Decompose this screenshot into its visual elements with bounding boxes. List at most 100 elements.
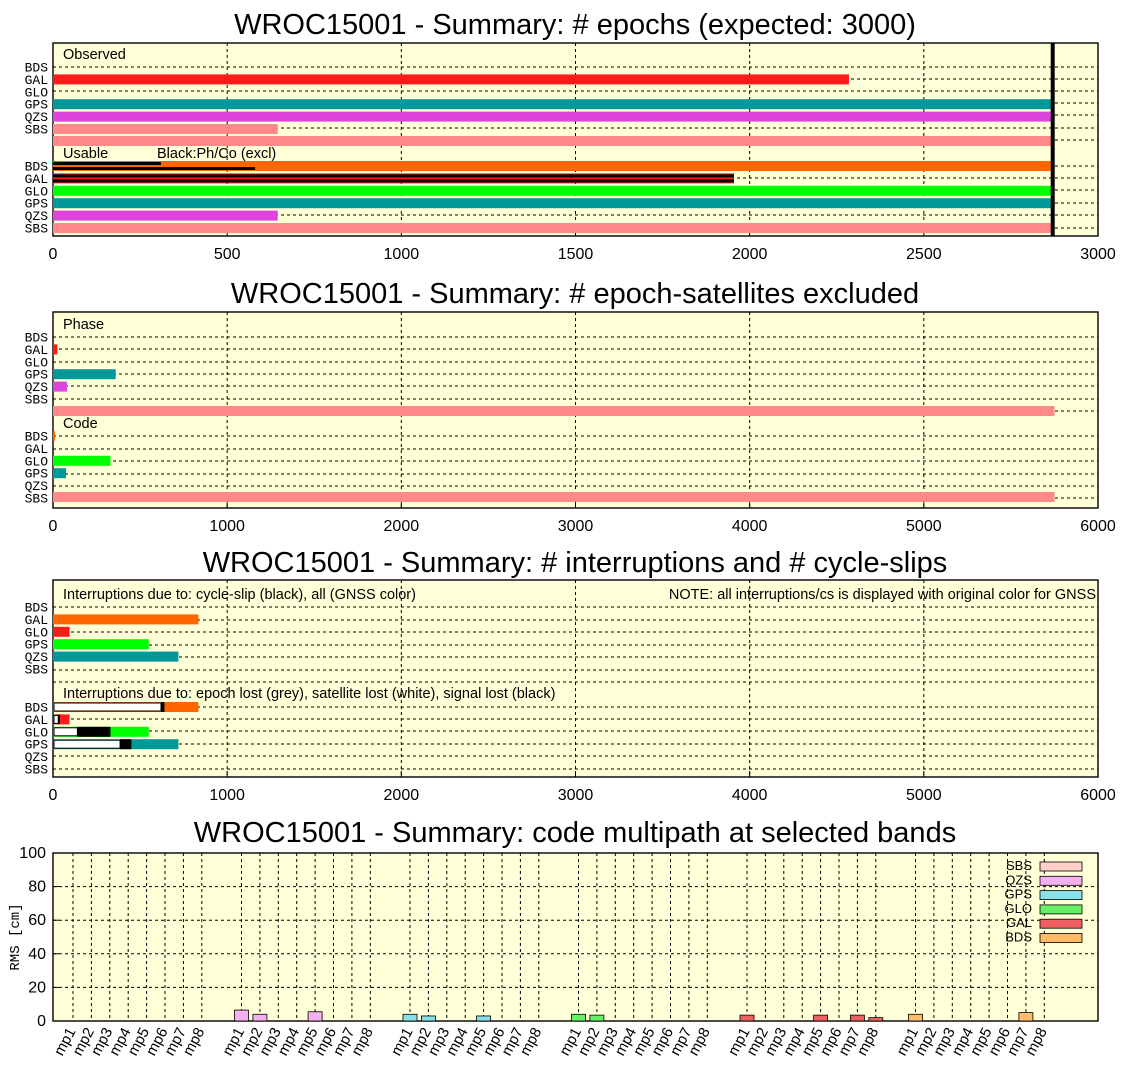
interruptions-panel: WROC15001 - Summary: # interruptions and… bbox=[25, 547, 1116, 804]
category-label-bds: BDS bbox=[25, 701, 49, 716]
multipath-bar-gps-mp2 bbox=[420, 1015, 436, 1022]
epochs-panel: WROC15001 - Summary: # epochs (expected:… bbox=[25, 9, 1116, 263]
epochs-x-ticks: 0 500 1000 1500 2000 2500 3000 bbox=[49, 246, 1116, 263]
multipath-bar-glo-mp2 bbox=[589, 1014, 605, 1022]
interruptions-bars bbox=[53, 614, 199, 750]
legend-label-glo: GLO bbox=[1005, 901, 1032, 916]
phase-excluded-bar-gal bbox=[53, 344, 58, 355]
satellite-lost-bar-bds bbox=[53, 702, 162, 712]
category-label-bds: BDS bbox=[25, 61, 49, 76]
legend-label-gps: GPS bbox=[1005, 887, 1033, 902]
multipath-bar-qzs-mp2 bbox=[252, 1013, 268, 1022]
epochs-title: WROC15001 - Summary: # epochs (expected:… bbox=[234, 9, 916, 41]
epochs-bars bbox=[53, 43, 1055, 236]
legend-swatch-bds bbox=[1039, 933, 1083, 943]
excluded-x-ticks: 0 1000 2000 3000 4000 5000 6000 bbox=[49, 518, 1116, 535]
x-tick-label: 5000 bbox=[906, 787, 942, 804]
legend-swatch-glo bbox=[1039, 904, 1083, 915]
multipath-bar-gal-mp8 bbox=[868, 1017, 884, 1022]
signal-lost-bar-gps bbox=[120, 739, 132, 750]
category-label-glo: GLO bbox=[25, 454, 49, 469]
excluded-title: WROC15001 - Summary: # epoch-satellites … bbox=[231, 278, 919, 310]
multipath-bar-gal-mp5 bbox=[813, 1014, 828, 1022]
y-tick-label: 20 bbox=[28, 979, 46, 996]
observed-bar-qzs bbox=[53, 111, 1053, 122]
category-label-sbs: SBS bbox=[25, 492, 49, 507]
x-tick-label: 4000 bbox=[732, 787, 768, 804]
code-group-label: Code bbox=[63, 416, 98, 432]
category-label-qzs: QZS bbox=[25, 380, 49, 395]
legend-label-gal: GAL bbox=[1006, 915, 1032, 930]
code-excluded-bar-sbs bbox=[53, 492, 1055, 502]
category-label-qzs: QZS bbox=[25, 650, 49, 665]
cycle-slip-bar-glo bbox=[53, 626, 70, 637]
x-tick-label: 4000 bbox=[732, 518, 768, 535]
category-label-qzs: QZS bbox=[25, 209, 49, 224]
category-label-gal: GAL bbox=[25, 713, 48, 728]
x-tick-label: 3000 bbox=[1080, 246, 1116, 263]
legend-swatch-gps bbox=[1039, 890, 1083, 900]
usable-bar-sbs bbox=[53, 223, 1053, 233]
category-label-qzs: QZS bbox=[25, 110, 49, 125]
multipath-bar-gps-mp1 bbox=[402, 1013, 418, 1022]
multipath-grid bbox=[53, 852, 1098, 1022]
usable-bar-glo bbox=[53, 185, 1053, 196]
cycle-slip-bar-gal bbox=[53, 614, 199, 625]
code-excluded-bar-gps bbox=[53, 468, 67, 479]
usable-note: Black:Ph/Co (excl) bbox=[157, 146, 276, 162]
multipath-bar-bds-mp7 bbox=[1018, 1012, 1034, 1022]
y-tick-label: 60 bbox=[28, 912, 46, 929]
x-tick-label: 500 bbox=[214, 246, 241, 263]
category-label-qzs: QZS bbox=[25, 479, 49, 494]
x-tick-label: 1500 bbox=[558, 246, 594, 263]
category-label-glo: GLO bbox=[25, 625, 49, 640]
x-tick-label: 1000 bbox=[384, 246, 420, 263]
category-label-qzs: QZS bbox=[25, 750, 49, 765]
usable-group-label: Usable bbox=[63, 146, 108, 162]
multipath-y-ticks: 0 20 40 60 80 100 bbox=[19, 845, 46, 1030]
x-tick-label: 6000 bbox=[1080, 787, 1116, 804]
x-tick-label: 2000 bbox=[732, 246, 768, 263]
y-tick-label: 0 bbox=[37, 1013, 46, 1030]
x-tick-label: 5000 bbox=[906, 518, 942, 535]
x-tick-label: 1000 bbox=[209, 518, 245, 535]
legend-swatch-sbs bbox=[1039, 861, 1083, 872]
x-tick-label: 6000 bbox=[1080, 518, 1116, 535]
observed-bar-gal bbox=[53, 74, 849, 85]
category-label-gps: GPS bbox=[25, 197, 49, 212]
y-tick-label: 40 bbox=[28, 946, 46, 963]
category-label-glo: GLO bbox=[25, 725, 49, 740]
category-label-gal: GAL bbox=[25, 73, 48, 88]
cycle-slip-bar-gps bbox=[53, 639, 149, 650]
signal-lost-bar-gal bbox=[58, 714, 60, 725]
usable-code-excluded-gal bbox=[53, 179, 734, 183]
x-tick-label: 0 bbox=[49, 246, 58, 263]
signal-lost-bar-glo bbox=[77, 726, 111, 737]
multipath-panel: WROC15001 - Summary: code multipath at s… bbox=[8, 817, 1099, 1059]
excluded-bars bbox=[53, 344, 1055, 502]
usable-phase-excluded-gal bbox=[53, 174, 734, 178]
excluded-panel: WROC15001 - Summary: # epoch-satellites … bbox=[25, 278, 1116, 535]
category-label-sbs: SBS bbox=[25, 763, 49, 778]
multipath-bar-gal-mp7 bbox=[850, 1014, 865, 1022]
multipath-bars bbox=[234, 1009, 1034, 1022]
interruptions-note: NOTE: all interruptions/cs is displayed … bbox=[669, 587, 1096, 603]
cycle-slip-bar-qzs bbox=[53, 651, 179, 662]
x-tick-label: 1000 bbox=[209, 787, 245, 804]
usable-bar-gps bbox=[53, 198, 1053, 209]
interruptions-grid bbox=[52, 580, 1099, 777]
usable-bar-bds bbox=[53, 161, 1053, 171]
phase-group-label: Phase bbox=[63, 317, 104, 333]
usable-bar-qzs bbox=[53, 210, 278, 221]
category-label-sbs: SBS bbox=[25, 663, 49, 678]
category-label-bds: BDS bbox=[25, 160, 49, 175]
category-label-glo: GLO bbox=[25, 355, 49, 370]
satellite-lost-bar-gal bbox=[53, 714, 59, 724]
observed-group-label: Observed bbox=[63, 47, 126, 63]
multipath-title: WROC15001 - Summary: code multipath at s… bbox=[194, 817, 956, 849]
category-label-gal: GAL bbox=[25, 172, 48, 187]
